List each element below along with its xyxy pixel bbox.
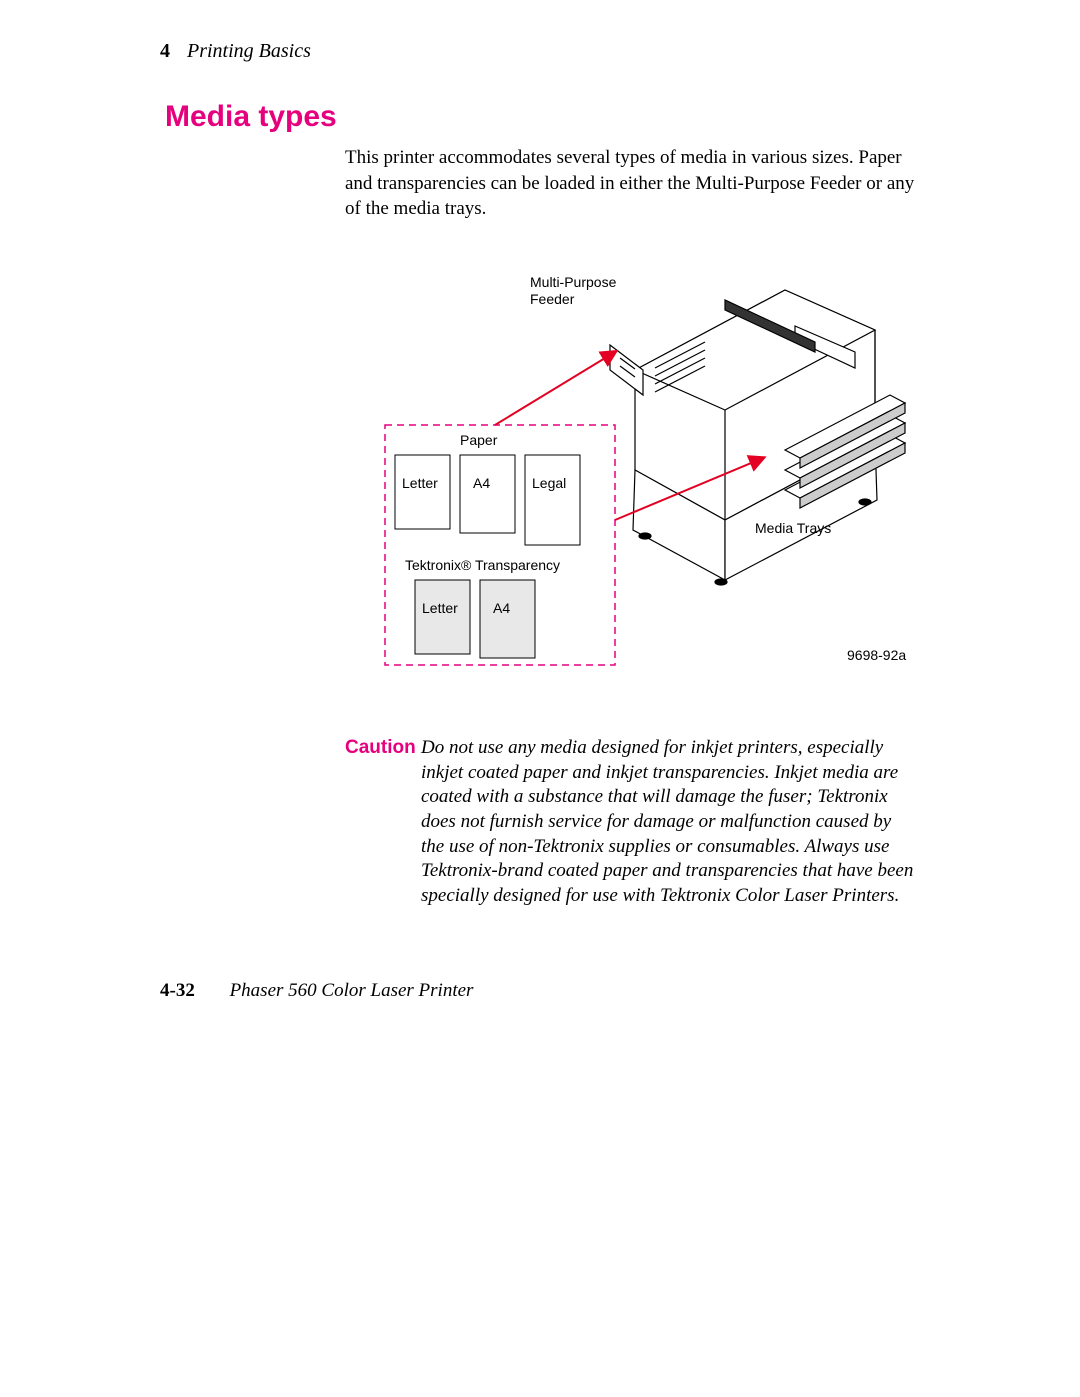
printer-icon [610, 290, 905, 585]
paper-legal-icon [525, 455, 580, 545]
transparency-a4-label: A4 [493, 600, 510, 616]
paper-a4-label: A4 [473, 475, 490, 491]
chapter-number: 4 [160, 40, 170, 62]
trays-label: Media Trays [755, 520, 831, 536]
book-title: Phaser 560 Color Laser Printer [230, 980, 474, 1001]
transparency-a4-icon [480, 580, 535, 658]
feeder-label-line2: Feeder [530, 291, 575, 307]
paper-group-label: Paper [460, 432, 498, 448]
footer: 4-32 Phaser 560 Color Laser Printer [160, 980, 473, 1002]
page-number: 4-32 [160, 980, 195, 1001]
caution-text: Do not use any media designed for inkjet… [421, 736, 915, 909]
paper-legal-label: Legal [532, 475, 566, 491]
paper-letter-icon [395, 455, 450, 529]
running-header: 4 Printing Basics [160, 40, 311, 63]
arrow-to-feeder [495, 352, 615, 425]
media-diagram: Paper Letter A4 Legal Tektronix® Transpa… [345, 250, 915, 670]
transparency-group-label: Tektronix® Transparency [405, 557, 560, 573]
figure-id: 9698-92a [847, 647, 906, 663]
transparency-letter-icon [415, 580, 470, 654]
caution-block: Caution Do not use any media designed fo… [345, 736, 915, 909]
paper-a4-icon [460, 455, 515, 533]
feeder-label-line1: Multi-Purpose [530, 274, 617, 290]
chapter-title: Printing Basics [187, 40, 311, 62]
paper-letter-label: Letter [402, 475, 438, 491]
page: 4 Printing Basics Media types This print… [0, 0, 1080, 1397]
section-title: Media types [165, 100, 337, 134]
intro-paragraph: This printer accommodates several types … [345, 145, 915, 222]
transparency-letter-label: Letter [422, 600, 458, 616]
caution-label: Caution [345, 736, 417, 761]
